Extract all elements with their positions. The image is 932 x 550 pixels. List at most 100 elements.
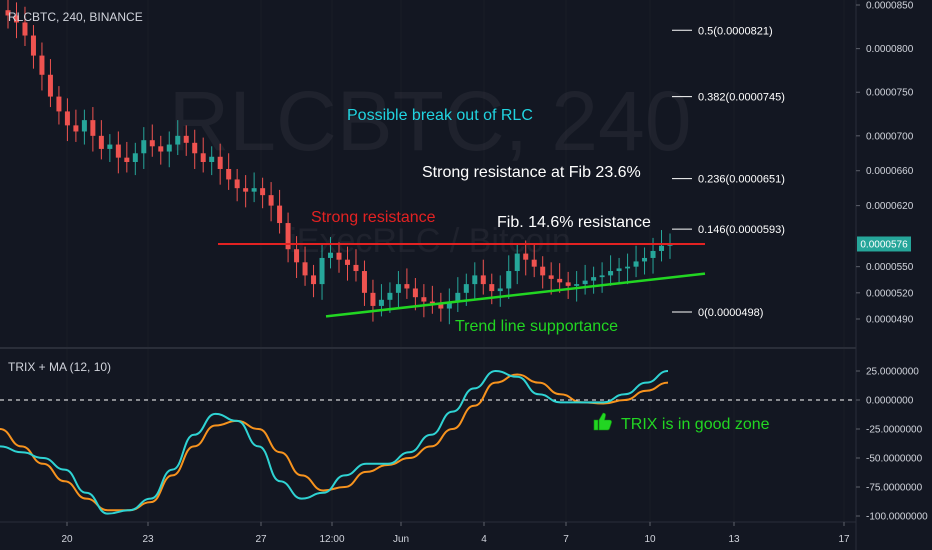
candle [311,264,317,298]
trix-panel [0,369,856,515]
candle-body [361,271,367,293]
candle [98,120,104,160]
candle-body [183,135,189,143]
annotation-trix-zone: TRIX is in good zone [621,416,770,433]
candle [251,172,257,203]
candle [616,257,622,285]
candle [336,242,342,273]
candle [124,141,130,173]
indicator-title[interactable]: TRIX + MA (12, 10) [8,360,111,374]
candle [209,146,215,176]
candle-body [642,257,648,262]
candle-body [557,278,563,283]
candle [22,6,28,46]
candle-body [158,146,164,152]
candle [183,125,189,156]
candle-body [90,120,96,136]
candle-body [378,299,384,306]
candle-body [608,271,614,276]
annotation-fib-146: Fib. 14.6% resistance [497,214,651,231]
price-axis-label: 0.0000660 [866,166,914,177]
time-axis-label: 17 [838,534,850,545]
candle-body [370,292,376,306]
candle [115,131,121,174]
candle-body [217,156,223,169]
candle [497,275,503,307]
price-axis-label: 0.0000520 [866,288,914,299]
candle-series [5,0,673,325]
candle [361,260,367,306]
candle-body [319,257,325,285]
candle [608,255,614,286]
time-axis-label: 4 [481,534,487,545]
candle [421,284,427,318]
candle [582,264,588,295]
candle [506,255,512,299]
candle [404,268,410,299]
candle [591,266,597,294]
price-axis-label: 0.0000620 [866,201,914,212]
candle [158,135,164,165]
candle-body [650,250,656,258]
ma-line [0,373,669,512]
time-axis-label: 23 [142,534,154,545]
candle-body [497,288,503,292]
candle-body [472,275,478,285]
candle-body [13,15,19,23]
current-price-tag: 0.0000576 [857,236,911,252]
candle-body [616,268,622,272]
candle [149,124,155,157]
candle [5,0,11,29]
candle [370,279,376,322]
candle [633,245,639,278]
candle [523,240,529,276]
candle [548,262,554,295]
axes: 0.0000850 0.0000800 0.0000750 0.0000700 0.00… [61,1,928,546]
candle-body [149,140,155,147]
price-axis-label: 0.0000490 [866,315,914,326]
candle [226,153,232,190]
candle [141,127,147,169]
candle-body [268,195,274,206]
candle [64,98,70,142]
candle [412,278,418,311]
annotation-strong-resistance: Strong resistance [311,209,436,226]
annotation-fib-236: Strong resistance at Fib 23.6% [422,164,641,181]
candle-body [540,266,546,276]
candle-body [659,245,665,251]
candle-body [260,188,266,196]
candle-body [73,125,79,132]
candle-body [294,249,300,263]
annotation-trend-support: Trend line supportance [455,318,618,335]
trix-line [0,369,669,515]
candle [13,2,19,39]
candle-body [277,205,283,224]
candle [540,256,546,289]
symbol-title[interactable]: RLCBTC, 240, BINANCE [8,10,143,24]
candle-body [107,144,113,149]
candle [455,277,461,313]
trix-axis-label: 0.0000000 [866,396,914,407]
fib-level-label: 0.5(0.0000821) [698,25,773,37]
candle-body [141,140,147,154]
candle [234,168,240,202]
price-axis-label: 0.0000550 [866,262,914,273]
candle-body [251,188,257,192]
candle-body [47,74,53,97]
candle-body [480,275,486,285]
candle-body [514,253,520,272]
candle-body [438,303,444,309]
candle [192,129,198,169]
trix-axis-label: -100.0000000 [866,512,928,523]
price-axis-label: 0.0000700 [866,131,914,142]
candle-body [565,282,571,286]
candle [344,246,350,281]
candle [667,233,673,259]
candle-body [200,153,206,162]
candle [175,120,181,156]
time-axis-label: 13 [728,534,740,545]
candle [642,247,648,275]
candle-body [591,277,597,281]
candle [557,263,563,293]
candle-body [463,284,469,293]
